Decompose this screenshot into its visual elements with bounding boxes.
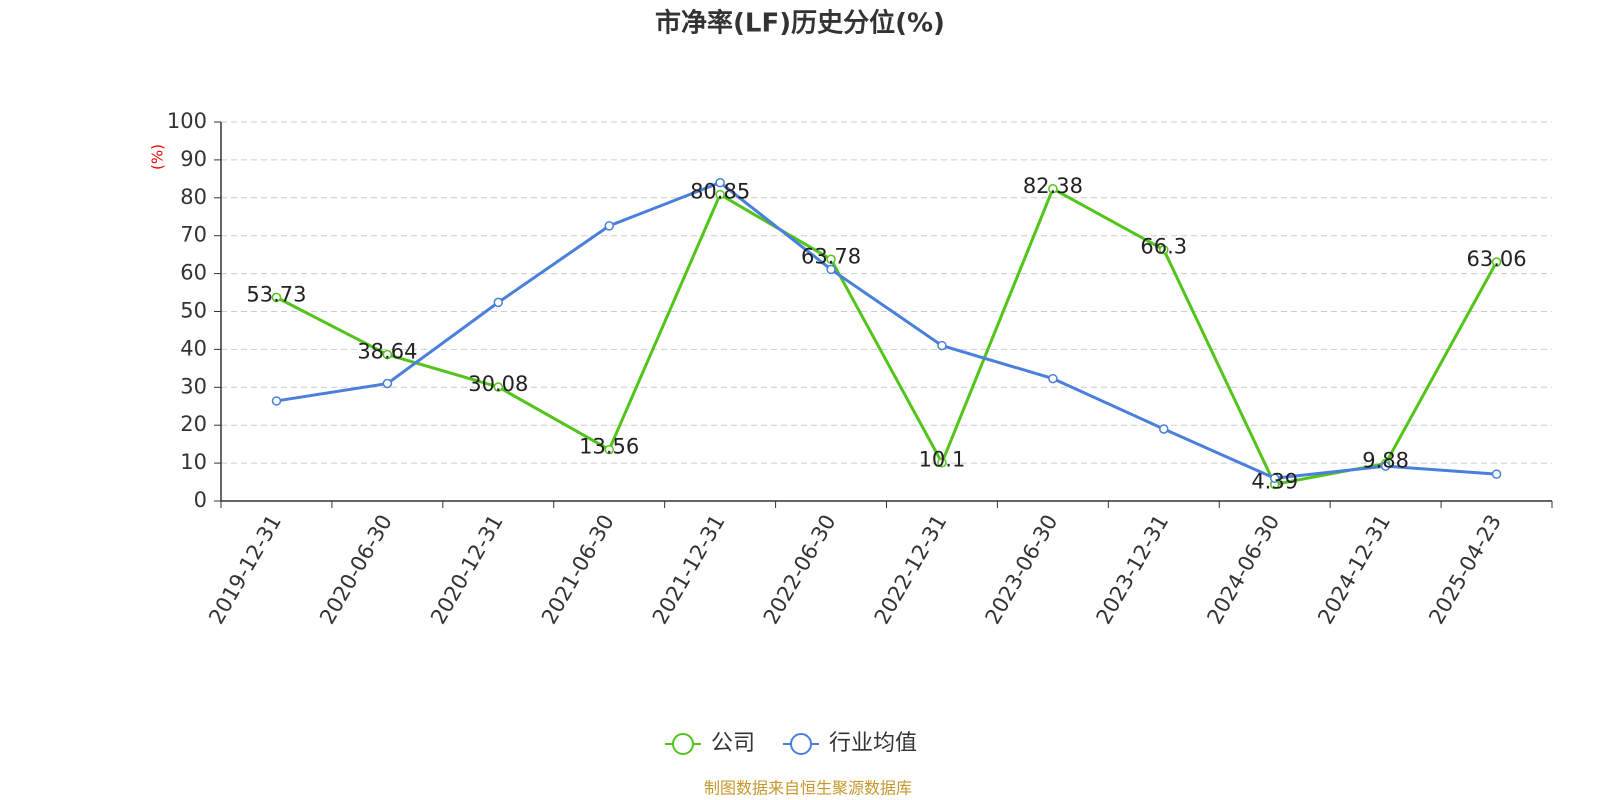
legend-marker xyxy=(672,733,694,755)
point xyxy=(1491,257,1502,267)
point xyxy=(1159,424,1169,434)
data-label: 30.08 xyxy=(468,372,528,396)
data-label: 53.73 xyxy=(246,282,306,306)
legend-label: 行业均值 xyxy=(829,731,917,756)
x-tick-label: 2019-12-31 xyxy=(204,511,286,629)
point xyxy=(937,457,947,468)
legend-marker xyxy=(790,733,813,755)
point xyxy=(604,221,614,231)
series-line xyxy=(275,186,1498,487)
y-tick-label: 50 xyxy=(180,299,207,323)
point xyxy=(1048,184,1058,194)
data-label: 63.78 xyxy=(801,244,861,268)
point xyxy=(826,254,836,265)
y-tick-label: 30 xyxy=(180,374,207,398)
y-tick-label: 0 xyxy=(194,488,207,512)
x-tick-label: 2023-12-31 xyxy=(1092,511,1174,629)
x-tick-label: 2022-06-30 xyxy=(759,511,841,629)
point xyxy=(1269,473,1280,484)
point xyxy=(271,292,282,303)
point xyxy=(1159,244,1169,255)
x-tick-label: 2021-12-31 xyxy=(648,511,730,629)
y-tick-label: 20 xyxy=(180,412,207,436)
y-tick-label: 90 xyxy=(180,147,207,171)
data-label: 10.1 xyxy=(919,448,966,472)
data-label: 82.38 xyxy=(1023,174,1083,198)
point xyxy=(1048,373,1058,384)
point xyxy=(715,189,725,200)
data-label: 66.3 xyxy=(1140,235,1187,259)
point xyxy=(493,382,504,392)
point xyxy=(826,264,836,275)
data-label: 80.85 xyxy=(690,180,750,204)
y-axis-label: (%) xyxy=(149,144,167,170)
y-tick-label: 100 xyxy=(167,109,207,133)
x-tick-label: 2022-12-31 xyxy=(870,510,952,628)
x-tick-label: 2023-06-30 xyxy=(981,511,1063,629)
x-tick-label: 2024-06-30 xyxy=(1202,511,1284,629)
data-label: 9.88 xyxy=(1362,449,1409,473)
data-label: 63.06 xyxy=(1466,247,1526,271)
data-label: 38.64 xyxy=(357,340,417,364)
point xyxy=(1380,461,1391,471)
point xyxy=(937,340,947,351)
legend-label: 公司 xyxy=(711,731,755,756)
y-tick-label: 80 xyxy=(180,185,207,209)
x-tick-label: 2020-06-30 xyxy=(315,511,397,629)
y-tick-label: 10 xyxy=(180,450,207,474)
point xyxy=(382,378,393,389)
source-note: 制图数据来自恒生聚源数据库 xyxy=(704,779,912,798)
chart-title: 市净率(LF)历史分位(%) xyxy=(655,8,945,39)
point xyxy=(604,444,614,455)
point xyxy=(715,177,725,188)
y-tick-label: 60 xyxy=(180,261,207,285)
data-label: 4.39 xyxy=(1251,469,1298,493)
y-tick-label: 40 xyxy=(180,336,207,360)
point xyxy=(1491,469,1502,479)
x-tick-label: 2025-04-23 xyxy=(1424,511,1506,629)
x-tick-label: 2020-12-31 xyxy=(426,510,508,628)
point xyxy=(382,349,393,360)
data-label: 13.56 xyxy=(579,435,639,459)
x-tick-label: 2024-12-31 xyxy=(1313,511,1395,629)
y-tick-label: 70 xyxy=(180,223,207,247)
point xyxy=(493,297,504,308)
point xyxy=(271,396,282,406)
series-line xyxy=(276,180,1497,480)
x-tick-label: 2021-06-30 xyxy=(537,511,619,629)
